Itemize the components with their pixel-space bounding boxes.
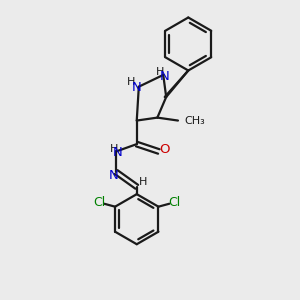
Text: H: H [139, 176, 147, 187]
Text: Cl: Cl [169, 196, 181, 209]
Text: N: N [108, 169, 118, 182]
Text: N: N [113, 146, 122, 159]
Text: Cl: Cl [93, 196, 105, 209]
Text: N: N [160, 70, 169, 83]
Text: H: H [127, 77, 136, 87]
Text: N: N [132, 81, 141, 94]
Text: O: O [159, 143, 169, 157]
Text: CH₃: CH₃ [184, 116, 205, 126]
Text: H: H [110, 143, 118, 154]
Text: H: H [156, 67, 164, 77]
